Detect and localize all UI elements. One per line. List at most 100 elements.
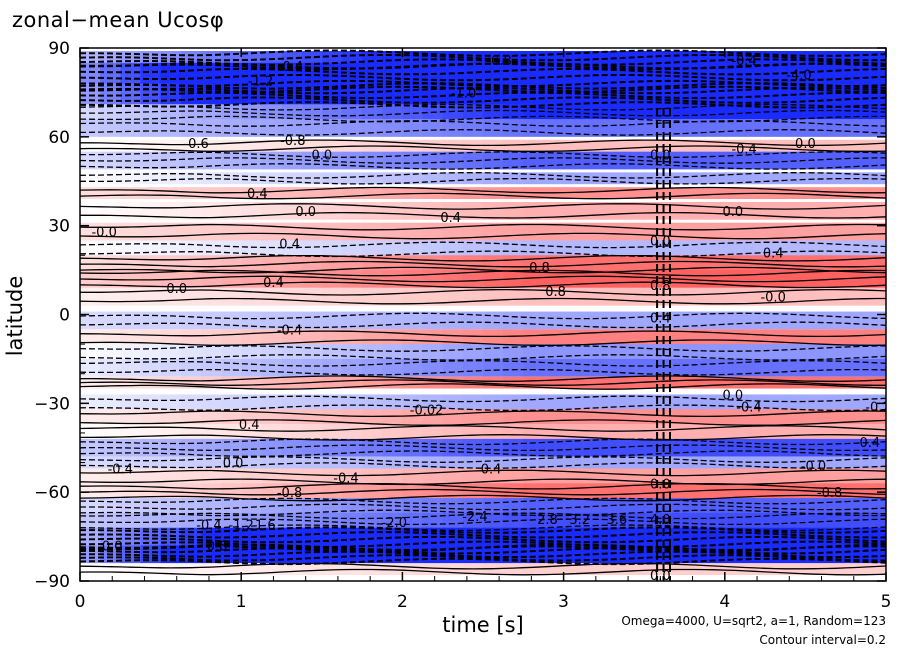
contour-line [80,223,886,231]
contour-value-label: 0.4 [763,246,784,261]
contour-value-label: 0.4 [481,462,502,477]
contour-value-label: -0.02 [410,403,444,418]
contour-value-label: 0.4 [282,60,303,75]
contour-value-label: 0.0 [795,137,816,152]
contour-value-label: 0.8 [650,279,671,294]
contour-value-label: 0.4 [279,237,300,252]
contour-line [80,379,886,386]
contour-value-label: 0.0 [223,457,244,472]
contour-line [80,482,886,490]
contour-value-label: 0.0 [723,388,744,403]
contour-value-label: -0.0 [91,226,116,241]
contour-line [80,562,886,570]
contour-value-label: 0.0 [102,539,123,554]
contour-value-label: -4.0 [786,69,811,84]
contour-band [80,222,886,241]
y-tick-label: −90 [34,572,70,592]
axes-layer: 0 1 2 3 4 5 90 60 30 0 −30 −60 −90 [34,39,891,612]
contour-value-label: 4.0 [650,513,671,528]
contour-value-label: 0.0 [166,282,187,297]
contour-value-label: 0.4 [860,436,881,451]
y-axis-label: latitude [3,276,27,357]
contour-value-label: -2.0 [382,516,407,531]
contour-line [80,145,886,152]
contour-line [80,288,886,296]
contour-value-label: 0.4 [263,276,284,291]
contour-value-label: -0.8 [486,54,511,69]
contour-line [80,469,886,477]
contour-value-label: -0.4 [736,400,761,415]
chart-title: zonal−mean Ucosφ [12,8,225,32]
contour-band [80,438,886,457]
contour-value-label: -0.6 [183,137,208,152]
contour-value-label: -0.0 [801,460,826,475]
contour-value-label: -0.4 [108,462,133,477]
contour-line [80,275,886,283]
contour-value-label: 0.0 [311,149,332,164]
contour-value-label: -0.2 [865,400,890,415]
contour-value-label: -0.4 [196,519,221,534]
contour-line [80,419,886,426]
contour-value-label: 0.4 [440,211,461,226]
x-tick-label: 2 [397,592,408,612]
contour-line [80,203,886,210]
contour-value-label: -0.4 [277,323,302,338]
contour-line [80,192,886,200]
parameter-note: Omega=4000, U=sqrt2, a=1, Random=123 [621,614,886,628]
contour-line [80,266,886,274]
contour-band [80,311,886,330]
contour-value-label: -1.0 [451,86,476,101]
contour-line [80,488,886,496]
contour-value-label: 0.0 [650,569,671,584]
contour-line [80,254,886,262]
contour-value-label: -0.4 [333,471,358,486]
contour-line [80,434,886,441]
contour-line [80,568,886,576]
contour-line [80,269,886,277]
contour-line [80,139,886,147]
contour-value-label: -0.8 [277,486,302,501]
contour-value-label: 0.0 [295,205,316,220]
contour-line [80,232,886,240]
contour-value-label: 0.4 [650,311,671,326]
contour-ridge [656,108,671,581]
x-tick-label: 5 [881,592,892,612]
chart-footer: Omega=4000, U=sqrt2, a=1, Random=123 Con… [621,612,886,650]
contour-line [80,375,886,382]
contour-line [80,260,886,268]
contour-value-label: -0.4 [731,143,756,158]
x-tick-label: 4 [719,592,730,612]
contour-line [80,330,886,338]
contour-line [80,281,886,289]
x-tick-label: 0 [75,592,86,612]
y-tick-label: 0 [59,306,70,326]
contour-value-label: 0.4 [239,418,260,433]
contour-line [80,186,886,194]
y-tick-label: 30 [48,217,70,237]
contour-line [80,211,886,219]
contour-interval-note: Contour interval=0.2 [759,633,886,647]
x-axis-label: time [s] [442,613,523,637]
contour-value-label: -0.0 [760,291,785,306]
contour-band [80,424,886,442]
contour-value-label: 3.2 [569,513,590,528]
contour-line [80,339,886,346]
contour-band [80,270,886,288]
contour-value-label: -0.8 [280,134,305,149]
contour-value-label: 0.8 [529,261,550,276]
contour-line [80,494,886,502]
contour-value-label: -0.4 [731,54,756,69]
contour-line [80,425,886,432]
contour-line-layer [80,49,886,581]
y-tick-label: −60 [34,483,70,503]
x-tick-label: 1 [236,592,247,612]
contour-line [80,410,886,418]
contour-line [80,383,886,390]
contour-value-label: -2.4 [462,510,487,525]
contour-value-label: 3.6 [606,513,627,528]
contour-value-label: 0.0 [650,477,671,492]
y-tick-label: 60 [48,128,70,148]
y-tick-label: −30 [34,394,70,414]
contour-value-label: 2.8 [537,513,558,528]
